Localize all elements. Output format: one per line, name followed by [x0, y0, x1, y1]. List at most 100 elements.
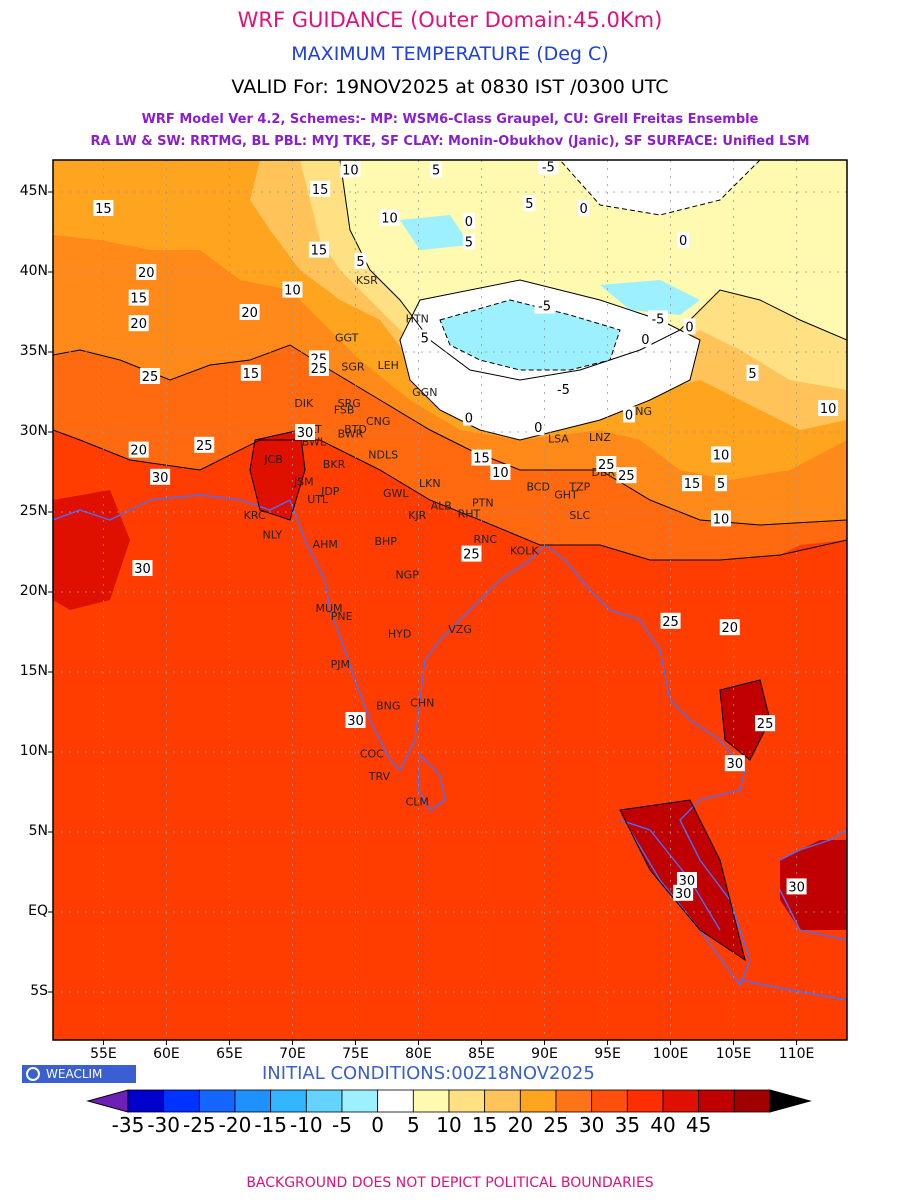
colorbar-swatch [377, 1089, 414, 1113]
colorbar-label: -35 [111, 1113, 145, 1137]
contour-label-bg [194, 436, 215, 453]
city-label-ght: GHT [554, 488, 578, 501]
city-label-ngp: NGP [395, 568, 419, 581]
lat-tick-label: 25N [19, 503, 48, 519]
contour-label: 30 [727, 757, 744, 772]
lon-tick-label: 70E [279, 1046, 306, 1062]
colorbar-swatch [733, 1089, 771, 1113]
contour-label: 15 [95, 202, 112, 217]
contour-label-bg [660, 612, 681, 629]
contour-label-bg [462, 233, 475, 250]
lon-tick-label: 100E [652, 1046, 689, 1062]
contour-label: 15 [243, 367, 260, 382]
contour-label-bg [724, 755, 745, 772]
city-label-rht: RHT [458, 508, 481, 521]
contour-label-bg [818, 400, 839, 416]
contour-label: 20 [138, 266, 155, 281]
contour-label: 25 [311, 362, 328, 377]
contour-label-bg [462, 212, 475, 229]
contour-label: 0 [579, 202, 587, 217]
contour-label: 15 [130, 292, 147, 307]
city-label-clm: CLM [406, 796, 429, 809]
contour-label-bg [523, 195, 536, 212]
contour-label: 15 [684, 477, 701, 492]
contour-label-bg [532, 419, 545, 436]
city-label-utl: UTL [307, 493, 329, 506]
contour-label-bg [240, 364, 261, 381]
contour-label-bg [282, 281, 303, 298]
contour-label: 5 [421, 332, 429, 347]
colorbar-label: 45 [685, 1113, 712, 1137]
contour-label: 0 [625, 408, 633, 423]
contour-label-bg [616, 467, 637, 484]
contour-label-bg [310, 180, 331, 197]
lat-tick-label: EQ [28, 903, 48, 919]
city-label-jdp: JDP [320, 485, 340, 498]
city-label-fsb: FSB [334, 404, 355, 417]
lon-tick-label: 60E [153, 1046, 180, 1062]
lon-tick-label: 105E [715, 1046, 752, 1062]
contour-label-bg [553, 380, 574, 397]
contour-label-bg [308, 360, 329, 376]
contour-label-bg [534, 297, 555, 314]
contour-label-bg [710, 510, 731, 527]
contour-label: 25 [618, 469, 635, 484]
contour-label: 25 [662, 615, 679, 630]
contour-label: 25 [463, 548, 480, 563]
colorbar-label: 5 [406, 1113, 420, 1137]
lat-tick-label: 5S [30, 983, 48, 999]
city-label-vzg: VZG [448, 623, 472, 636]
contour-label-bg [418, 329, 431, 346]
contour-label: 10 [381, 212, 398, 227]
contour-label: 30 [788, 880, 805, 895]
lon-tick-label: 55E [90, 1046, 117, 1062]
lon-tick-label: 65E [216, 1046, 243, 1062]
lon-tick-label: 90E [531, 1046, 558, 1062]
model-schemes-line1: WRF Model Ver 4.2, Schemes:- MP: WSM6-Cl… [141, 112, 759, 127]
contour-label: 30 [675, 887, 692, 902]
lon-tick-label: 110E [778, 1046, 815, 1062]
colorbar-label: 25 [543, 1113, 569, 1137]
contour-label: -5 [651, 312, 664, 327]
contour-label: 0 [465, 412, 473, 427]
contour-label: 30 [152, 471, 169, 486]
colorbar-label: -15 [254, 1113, 287, 1137]
lat-tick-label: 10N [19, 743, 48, 759]
contour-label: 10 [713, 448, 730, 463]
contour-label-bg [308, 241, 329, 258]
contour-label: 25 [196, 439, 213, 454]
contour-label-bg [596, 456, 617, 472]
city-label-ahm: AHM [313, 538, 338, 551]
city-label-jcb: JCB [263, 453, 282, 466]
contour-label-bg [490, 464, 511, 480]
model-schemes-line2: RA LW & SW: RRTMG, BL PBL: MYJ TKE, SF C… [90, 134, 810, 149]
city-label-sgr: SGR [341, 360, 365, 373]
contour-label: 30 [134, 562, 151, 577]
contour-label-bg [577, 200, 590, 216]
city-label-pjm: PJM [331, 658, 350, 671]
contour-label: 0 [534, 421, 542, 436]
contour-label: 25 [142, 370, 159, 385]
colorbar-swatch [555, 1089, 593, 1113]
contour-label: 5 [432, 164, 440, 179]
contour-label: 30 [297, 426, 314, 441]
city-label-cng: CNG [366, 415, 390, 428]
city-label-jsm: JSM [293, 476, 314, 489]
colorbar-label: 35 [614, 1113, 641, 1137]
contour-label: -5 [542, 160, 555, 175]
lat-tick-label: 20N [19, 583, 48, 599]
initial-conditions: INITIAL CONDITIONS:00Z18NOV2025 [262, 1063, 595, 1084]
city-label-rnc: RNC [474, 533, 498, 546]
contour-label-bg [676, 872, 697, 888]
lat-tick-label: 15N [19, 663, 48, 679]
title-valid-time: VALID For: 19NOV2025 at 0830 IST /0300 U… [231, 76, 669, 98]
contour-label-bg [379, 209, 400, 226]
lat-tick-label: 40N [19, 263, 48, 279]
lon-tick-label: 80E [405, 1046, 432, 1062]
city-label-kolk: KOLK [510, 544, 539, 557]
city-label-lkn: LKN [419, 477, 441, 490]
contour-label-bg [93, 200, 114, 216]
city-label-srg: SRG [338, 397, 361, 410]
colorbar-label: -30 [147, 1113, 180, 1137]
map-frame [52, 159, 848, 1041]
